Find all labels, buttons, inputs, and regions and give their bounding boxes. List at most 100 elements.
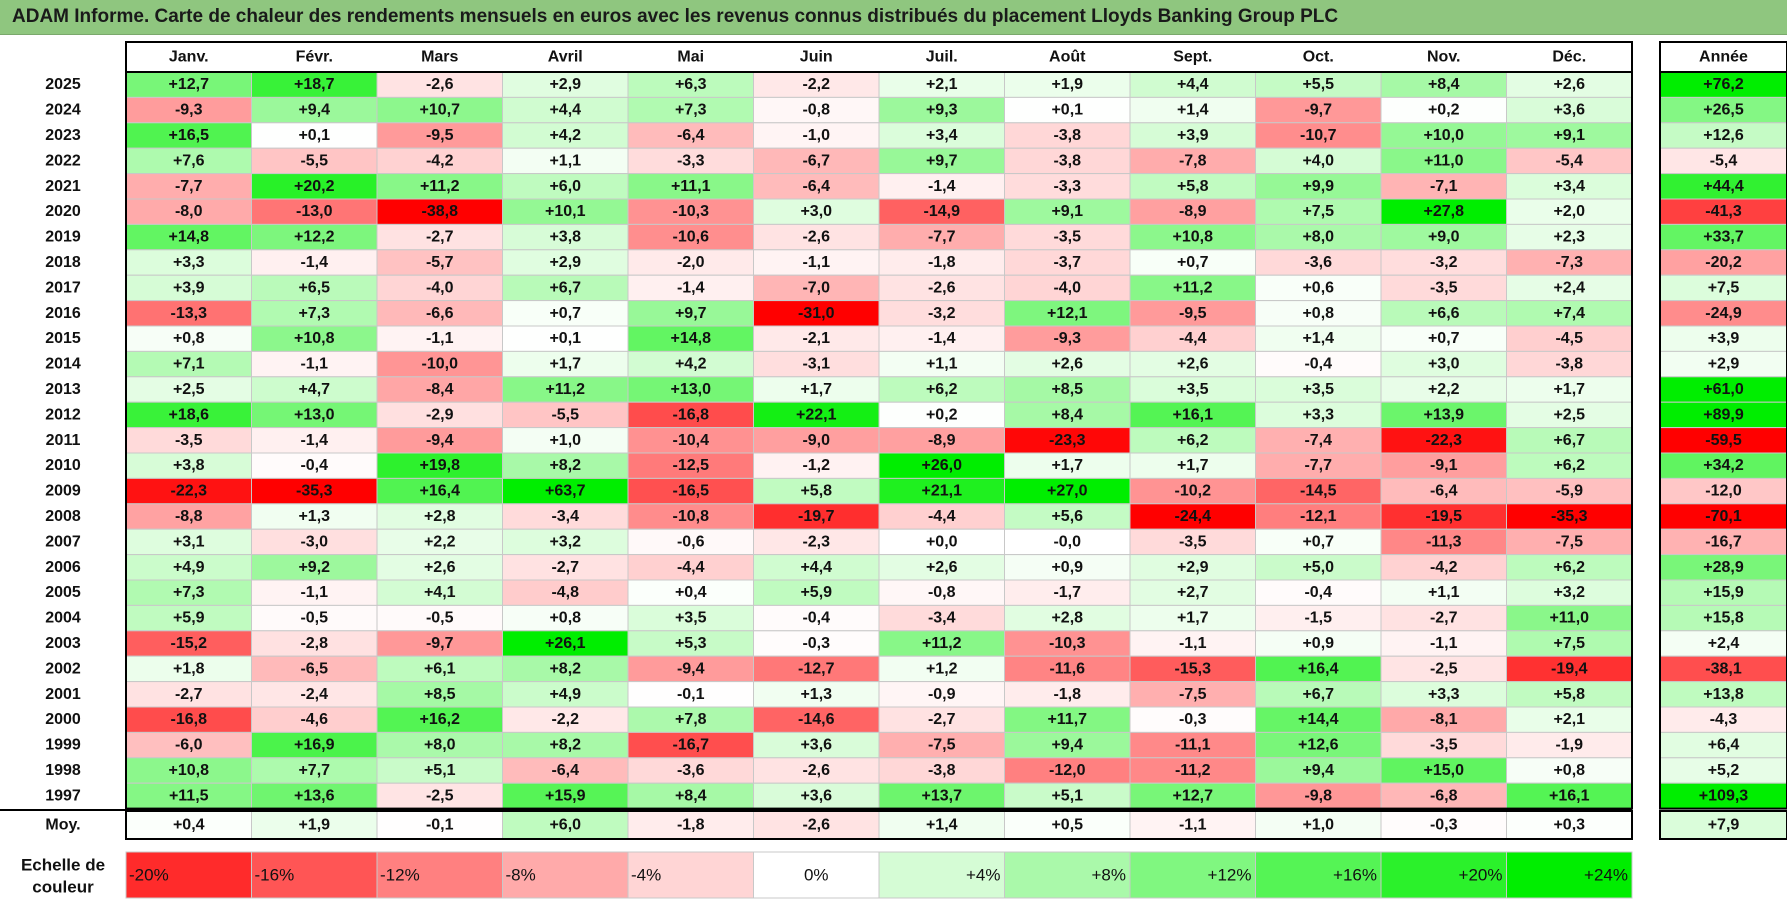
cell-value: +2,0 [1553,203,1585,220]
heatmap-cell [1255,579,1382,606]
cell-value: +6,6 [1428,305,1460,322]
average-value: +6,0 [549,817,581,834]
heatmap-cell [1380,274,1507,302]
cell-value: -12,5 [673,457,710,474]
heatmap-cell [376,757,503,784]
cell-value: +2,3 [1553,229,1585,246]
cell-value: -10,3 [673,203,710,220]
cell-value: +8,0 [1302,229,1334,246]
annual-value: -20,2 [1705,254,1742,271]
heatmap-cell [1004,350,1131,378]
heatmap-cell [502,96,629,124]
annual-cell [1659,350,1787,378]
year-label-2009: 2009 [45,483,81,500]
heatmap-cell [1506,452,1633,479]
cell-value: +6,2 [1553,559,1585,576]
heatmap-cell [1380,325,1507,352]
annual-value: +12,6 [1703,127,1744,144]
cell-value: -1,4 [928,330,956,347]
cell-value: -3,5 [175,432,203,449]
cell-value: +16,5 [169,127,210,144]
cell-value: +2,7 [1177,584,1209,601]
year-label-2004: 2004 [45,610,81,627]
cell-value: +9,9 [1302,178,1334,195]
average-value: +0,3 [1553,817,1585,834]
cell-value: -23,3 [1049,432,1086,449]
cell-value: +27,0 [1047,483,1088,500]
cell-value: -24,4 [1175,508,1212,525]
cell-value: -10,2 [1175,483,1212,500]
cell-value: +3,5 [1302,381,1334,398]
cell-value: +0,2 [1428,102,1460,119]
cell-value: +0,1 [1051,102,1083,119]
heatmap-cell [1004,376,1131,403]
heatmap-cell [376,604,503,632]
average-annual-cell [1659,810,1787,840]
heatmap-cell [878,401,1005,429]
cell-value: -12,1 [1300,508,1337,525]
cell-value: -1,1 [802,254,830,271]
heatmap-cell [251,630,378,657]
heatmap-cell [1129,731,1256,759]
annual-cell [1659,198,1787,225]
heatmap-cell [502,249,629,276]
cell-value: +2,4 [1553,279,1585,296]
cell-value: -9,4 [677,660,705,677]
heatmap-cell [878,325,1005,352]
heatmap-cell [1506,731,1633,759]
cell-value: +9,0 [1428,229,1460,246]
heatmap-cell [1506,681,1633,708]
annual-cell [1659,122,1787,149]
cell-value: -10,4 [673,432,710,449]
cell-value: -3,4 [928,610,956,627]
cell-value: +22,1 [796,406,837,423]
cell-value: +7,5 [1553,635,1585,652]
heatmap-cell [1255,452,1382,479]
cell-value: -0,9 [928,686,956,703]
cell-value: -1,1 [1430,635,1458,652]
heatmap-cell [125,528,252,556]
cell-value: +1,7 [1051,457,1083,474]
scale-swatch [125,851,252,899]
cell-value: +1,8 [173,660,205,677]
heatmap-cell [753,325,880,352]
cell-value: -11,1 [1175,737,1211,754]
cell-value: +2,6 [926,559,958,576]
average-value: +0,5 [1051,817,1083,834]
heatmap-cell [376,579,503,606]
scale-label: -20% [129,866,169,885]
heatmap-cell [753,427,880,454]
month-header-12: Déc. [1552,49,1586,66]
cell-value: +13,6 [294,787,335,804]
cell-value: +19,8 [420,457,461,474]
cell-value: -3,1 [802,356,830,373]
cell-value: -0,1 [677,686,705,703]
heatmap-cell [502,350,629,378]
cell-value: -6,4 [1430,483,1458,500]
heatmap-cell [753,655,880,683]
heatmap-cell [1506,300,1633,327]
year-label-2011: 2011 [46,432,81,449]
heatmap-cell [1004,681,1131,708]
cell-value: -1,4 [300,432,328,449]
year-label-2005: 2005 [45,584,81,601]
cell-value: +26,0 [922,457,963,474]
year-label-2000: 2000 [45,711,81,728]
cell-value: -1,4 [677,279,705,296]
heatmap-cell [1129,376,1256,403]
cell-value: +3,4 [1553,178,1585,195]
heatmap-cell [627,427,754,454]
annual-cell [1659,147,1787,175]
heatmap-cell [502,731,629,759]
cell-value: +5,6 [1051,508,1083,525]
cell-value: -3,5 [1430,737,1458,754]
cell-value: +2,9 [1177,559,1209,576]
year-label-2019: 2019 [45,229,81,246]
cell-value: +3,3 [1428,686,1460,703]
heatmap-cell [1004,249,1131,276]
cell-value: +4,2 [675,356,707,373]
heatmap-cell [502,223,629,251]
cell-value: +2,9 [549,254,581,271]
heatmap-cell [1380,757,1507,784]
average-value: -1,1 [1179,817,1207,834]
